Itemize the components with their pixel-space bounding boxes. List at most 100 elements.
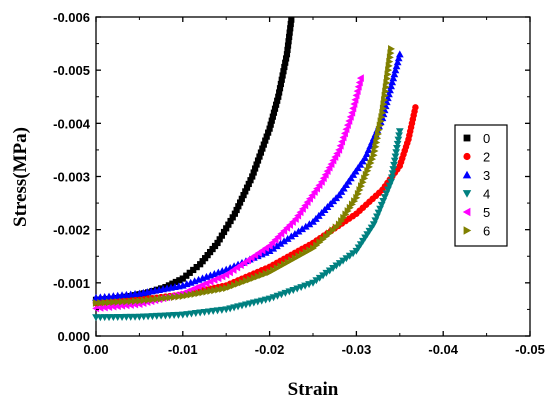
data-point xyxy=(348,108,356,117)
data-point xyxy=(276,239,285,247)
data-point xyxy=(343,121,351,129)
data-point xyxy=(273,264,281,273)
data-point xyxy=(388,45,395,53)
data-point xyxy=(186,269,193,276)
legend: 0 2 3 4 5 6 xyxy=(454,124,508,247)
data-point xyxy=(395,132,403,140)
legend-marker xyxy=(463,152,471,161)
data-point xyxy=(190,266,197,274)
data-point xyxy=(269,244,278,252)
data-point xyxy=(285,38,292,45)
data-point xyxy=(276,85,284,92)
data-point xyxy=(345,117,353,125)
data-point xyxy=(298,225,307,233)
data-point xyxy=(254,272,262,281)
series-0 xyxy=(92,16,295,303)
data-point xyxy=(338,137,346,146)
data-point xyxy=(245,180,252,188)
x-tick-label: -0.05 xyxy=(515,342,545,357)
data-point xyxy=(114,298,122,306)
data-point xyxy=(183,291,191,300)
data-point xyxy=(235,203,242,210)
data-point xyxy=(172,278,179,286)
y-tick-label: -0.001 xyxy=(53,276,90,291)
data-point xyxy=(280,260,288,269)
series-6 xyxy=(92,45,395,307)
data-point xyxy=(340,129,348,138)
data-point xyxy=(250,169,257,176)
x-tick-label: -0.02 xyxy=(255,342,285,357)
data-point xyxy=(346,112,354,121)
data-point xyxy=(262,137,269,144)
data-point xyxy=(339,133,347,142)
y-tick-label: -0.006 xyxy=(53,10,90,25)
data-point xyxy=(291,230,299,237)
data-point xyxy=(301,222,310,230)
data-point xyxy=(258,271,266,279)
legend-label: 6 xyxy=(483,224,490,239)
legend-marker xyxy=(463,134,471,142)
data-point xyxy=(231,210,238,217)
data-point xyxy=(110,298,118,307)
data-point xyxy=(389,74,398,82)
x-tick-label: -0.04 xyxy=(428,342,458,357)
legend-marker xyxy=(463,226,472,235)
data-point xyxy=(230,281,238,290)
data-point xyxy=(283,234,292,242)
data-point xyxy=(280,237,288,245)
data-point xyxy=(280,68,287,75)
series-4 xyxy=(92,128,404,322)
data-point xyxy=(144,296,152,304)
data-point xyxy=(165,282,173,289)
data-point xyxy=(268,117,275,124)
data-point xyxy=(286,29,293,36)
data-point xyxy=(390,161,398,169)
data-point xyxy=(344,207,352,215)
data-point xyxy=(335,220,343,229)
data-point xyxy=(270,266,278,275)
data-point xyxy=(362,150,371,158)
legend-label: 4 xyxy=(483,187,490,202)
x-tick-label: 0.00 xyxy=(83,342,108,357)
data-point xyxy=(366,142,375,150)
data-point xyxy=(342,125,350,134)
data-point xyxy=(288,16,295,23)
y-tick-label: 0.000 xyxy=(57,329,90,344)
data-point xyxy=(279,72,286,79)
data-point xyxy=(162,294,170,302)
data-point xyxy=(352,91,360,100)
data-point xyxy=(105,298,113,307)
data-point xyxy=(393,145,401,153)
data-point xyxy=(127,297,135,306)
data-point xyxy=(158,285,165,292)
data-point xyxy=(266,125,273,132)
data-point xyxy=(335,146,343,154)
data-point xyxy=(287,20,294,28)
data-point xyxy=(270,109,278,116)
data-point xyxy=(284,258,292,267)
data-point xyxy=(336,141,344,150)
data-point xyxy=(388,78,397,86)
data-point xyxy=(220,228,228,236)
data-point xyxy=(243,184,251,191)
data-point xyxy=(259,145,266,152)
data-point xyxy=(183,272,190,279)
data-point xyxy=(281,63,288,71)
data-point xyxy=(257,149,265,156)
data-point xyxy=(195,289,203,298)
data-point xyxy=(179,275,186,282)
data-point xyxy=(299,250,307,259)
data-point xyxy=(216,236,223,243)
data-point xyxy=(175,292,183,301)
data-point xyxy=(262,269,270,278)
data-point xyxy=(256,153,263,160)
data-point xyxy=(305,220,314,228)
data-point xyxy=(354,82,362,91)
data-point xyxy=(288,256,296,265)
data-point xyxy=(282,55,290,62)
x-tick-label: -0.01 xyxy=(168,342,198,357)
data-point xyxy=(302,248,310,257)
data-point xyxy=(273,101,280,108)
data-point xyxy=(356,74,364,83)
